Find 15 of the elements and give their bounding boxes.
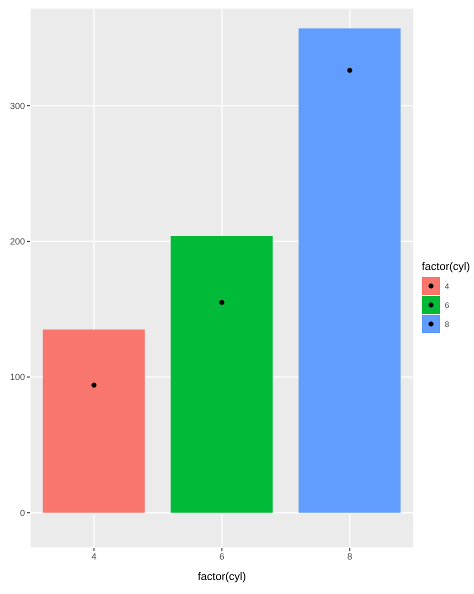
y-tick-label: 0 xyxy=(20,508,25,518)
y-tick-label: 200 xyxy=(10,236,25,247)
point xyxy=(347,68,352,73)
x-tick-label: 6 xyxy=(219,551,224,562)
legend-label: 6 xyxy=(444,300,450,310)
x-axis-title: factor(cyl) xyxy=(198,571,246,583)
x-tick-label: 4 xyxy=(91,551,96,562)
y-tick-label: 100 xyxy=(10,372,25,382)
legend-label: 8 xyxy=(444,320,450,328)
point xyxy=(91,382,96,388)
x-tick-label: 8 xyxy=(347,551,352,562)
legend-label: 4 xyxy=(444,282,450,290)
y-tick-label: 300 xyxy=(10,100,25,111)
point xyxy=(219,300,224,305)
legend-title: factor(cyl) xyxy=(422,260,470,272)
